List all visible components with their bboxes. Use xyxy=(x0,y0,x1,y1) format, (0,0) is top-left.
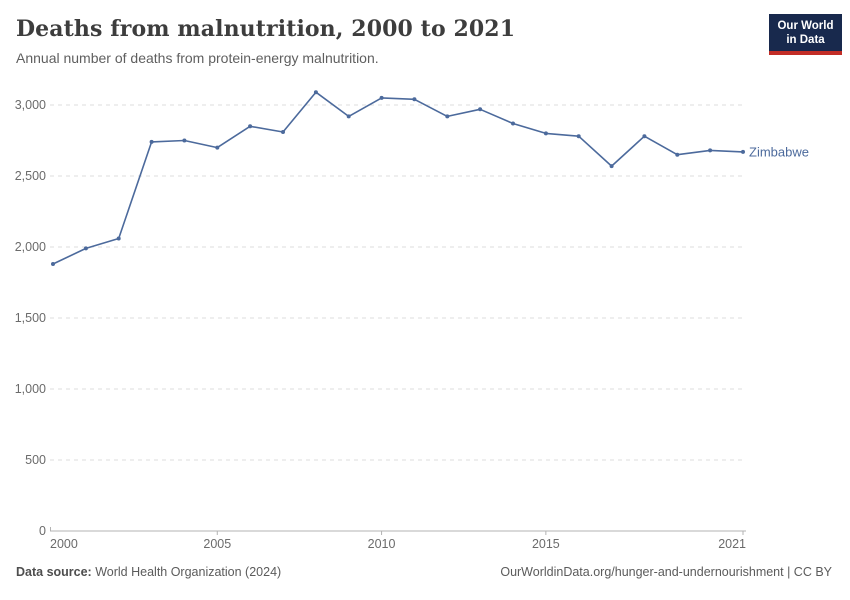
y-tick-label: 0 xyxy=(39,524,46,538)
x-tick-label: 2021 xyxy=(718,537,746,551)
data-point xyxy=(511,121,515,126)
data-point xyxy=(116,236,121,241)
data-point xyxy=(182,138,187,143)
trend-line xyxy=(52,91,744,265)
data-point xyxy=(313,90,318,95)
data-point xyxy=(576,134,581,139)
data-source: Data source: World Health Organization (… xyxy=(16,565,281,580)
x-tick-label: 2000 xyxy=(50,537,78,551)
data-point xyxy=(708,148,713,153)
y-tick-label: 2,000 xyxy=(15,240,46,254)
owid-logo-line2: in Data xyxy=(786,34,825,47)
x-tick-labels: 2000 2005 2010 2015 2021 xyxy=(50,531,746,551)
data-point xyxy=(445,114,450,119)
chart-header: Deaths from malnutrition, 2000 to 2021 A… xyxy=(0,0,850,68)
series-end-label: Zimbabwe xyxy=(749,144,809,159)
y-tick-labels: 0 500 1,000 1,500 2,000 2,500 3,000 xyxy=(15,98,46,538)
data-point xyxy=(609,164,614,169)
x-tick-label: 2005 xyxy=(203,537,231,551)
chart-title: Deaths from malnutrition, 2000 to 2021 xyxy=(16,16,516,42)
data-point xyxy=(248,124,253,129)
y-tick-label: 500 xyxy=(25,453,46,467)
owid-logo-line1: Our World xyxy=(777,20,834,32)
line-chart-plot: 0 500 1,000 1,500 2,000 2,500 3,000 2000 2005 201… xyxy=(0,85,850,563)
data-point xyxy=(741,149,745,154)
line-chart-svg: 0 500 1,000 1,500 2,000 2,500 3,000 2000 2005 201… xyxy=(15,90,809,551)
data-point xyxy=(83,246,88,251)
y-tick-label: 1,500 xyxy=(15,311,46,325)
owid-logo: Our World in Data xyxy=(769,14,842,56)
data-point xyxy=(412,97,417,102)
x-tick-label: 2010 xyxy=(368,537,396,551)
data-point xyxy=(149,139,154,144)
y-tick-label: 1,000 xyxy=(15,382,46,396)
data-point xyxy=(281,130,285,134)
data-point xyxy=(543,131,548,136)
data-point xyxy=(51,262,55,266)
credit-url: OurWorldinData.org/hunger-and-undernouri… xyxy=(500,565,832,579)
y-gridlines xyxy=(50,104,746,532)
y-tick-label: 2,500 xyxy=(15,169,46,183)
data-source-text: World Health Organization (2024) xyxy=(95,565,282,579)
data-point xyxy=(478,107,483,112)
data-source-label: Data source: xyxy=(16,565,92,579)
x-tick-label: 2015 xyxy=(532,537,560,551)
data-point xyxy=(642,134,647,139)
data-point xyxy=(346,114,351,119)
data-point xyxy=(215,145,220,150)
data-point xyxy=(675,152,680,157)
chart-subtitle: Annual number of deaths from protein-ene… xyxy=(16,50,379,67)
chart-footer: Data source: World Health Organization (… xyxy=(16,565,832,580)
data-point xyxy=(379,95,384,100)
data-points xyxy=(51,90,745,266)
y-tick-label: 3,000 xyxy=(15,98,46,112)
